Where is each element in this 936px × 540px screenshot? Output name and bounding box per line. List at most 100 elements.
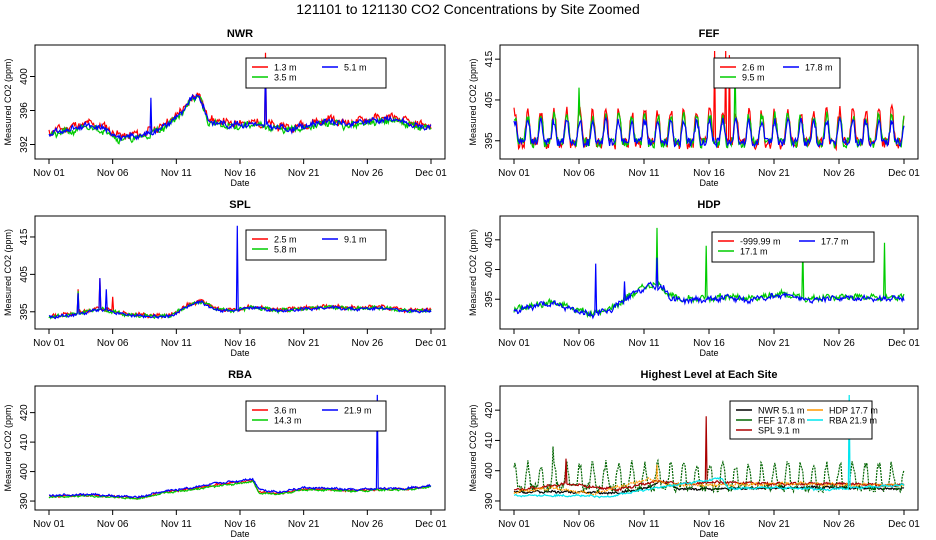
x-tick-label: Nov 06: [563, 168, 595, 179]
y-tick-label: 396: [19, 102, 30, 119]
x-tick-label: Dec 01: [415, 168, 447, 179]
y-tick-label: 390: [484, 492, 495, 509]
y-tick-label: 400: [19, 68, 30, 85]
panel-title: SPL: [229, 199, 251, 211]
legend-label: 1.3 m: [274, 63, 297, 73]
x-axis-label: Date: [699, 529, 718, 539]
series-line-3-5-m: [48, 95, 432, 145]
x-axis-label: Date: [230, 348, 249, 358]
x-tick-label: Nov 06: [97, 168, 129, 179]
legend-box: [245, 400, 387, 432]
series-line-1-3-m: [48, 52, 432, 140]
y-axis-label: Measured CO2 (ppm): [3, 404, 13, 491]
x-tick-label: Dec 01: [415, 519, 447, 530]
y-axis-label: Measured CO2 (ppm): [468, 404, 478, 491]
series-line-spl-9-1-m: [513, 416, 905, 493]
legend-label: 9.1 m: [344, 235, 367, 245]
x-tick-label: Nov 11: [161, 168, 192, 179]
x-axis-label: Date: [230, 178, 249, 188]
series-line-5-1-m: [48, 62, 432, 142]
y-tick-label: 410: [484, 432, 495, 449]
panel-title: HDP: [697, 199, 720, 211]
legend-label: -999.99 m: [740, 237, 781, 247]
y-tick-label: 410: [19, 433, 30, 450]
y-tick-label: 395: [484, 290, 495, 307]
y-tick-label: 400: [484, 261, 495, 278]
legend-label: 3.5 m: [274, 73, 297, 83]
y-tick-label: 392: [19, 136, 30, 153]
series-line-2-6-m: [513, 50, 905, 152]
legend-label: 17.7 m: [821, 237, 849, 247]
x-tick-label: Nov 21: [758, 338, 790, 349]
y-tick-label: 420: [484, 401, 495, 418]
x-tick-label: Nov 06: [97, 519, 129, 530]
legend-box: [729, 400, 873, 440]
series-line-21-9-m: [48, 394, 432, 499]
y-axis-label: Measured CO2 (ppm): [3, 58, 13, 145]
panel-title: RBA: [228, 369, 252, 381]
y-tick-label: 415: [484, 50, 495, 67]
x-axis-label: Date: [230, 529, 249, 539]
x-tick-label: Dec 01: [415, 338, 447, 349]
legend-label: HDP 17.7 m: [829, 406, 878, 416]
series-line-17-7-m: [513, 257, 905, 320]
panel-hdp: HDP 395 400 405 Nov 01 Nov 06 Nov 11 Nov 16 Nov …: [468, 199, 920, 358]
x-tick-label: Nov 16: [693, 338, 725, 349]
legend-label: 3.6 m: [274, 406, 297, 416]
x-tick-label: Nov 26: [351, 168, 383, 179]
y-axis-label: Measured CO2 (ppm): [468, 58, 478, 145]
panel-title: FEF: [699, 28, 720, 40]
x-tick-label: Nov 21: [288, 338, 320, 349]
x-tick-label: Nov 01: [498, 519, 530, 530]
series-line-fef-17-8-m: [513, 446, 905, 495]
x-tick-label: Nov 21: [288, 168, 320, 179]
x-tick-label: Nov 16: [224, 338, 256, 349]
series-line-17-8-m: [513, 116, 905, 149]
y-tick-label: 405: [19, 266, 30, 283]
x-tick-label: Nov 26: [823, 338, 855, 349]
x-tick-label: Nov 11: [161, 519, 192, 530]
panel-fef: FEF 395 405 415 Nov 01 Nov 06 Nov 11 Nov 16 Nov …: [468, 28, 920, 188]
panel-spl: SPL 395 405 415 Nov 01 Nov 06 Nov 11 Nov 16 Nov …: [3, 199, 447, 358]
panel-nwr: NWR 392 396 400 Nov 01 Nov 06 Nov 11 Nov 16 Nov …: [3, 28, 447, 188]
x-tick-label: Nov 16: [224, 519, 256, 530]
y-axis-label: Measured CO2 (ppm): [3, 229, 13, 316]
x-tick-label: Nov 26: [351, 519, 383, 530]
legend-label: 5.8 m: [274, 245, 297, 255]
x-tick-label: Nov 06: [563, 338, 595, 349]
y-tick-label: 390: [19, 492, 30, 509]
y-tick-label: 400: [484, 462, 495, 479]
y-tick-label: 415: [19, 228, 30, 245]
legend-label: 17.1 m: [740, 247, 768, 257]
x-tick-label: Nov 16: [224, 168, 256, 179]
legend-label: 9.5 m: [742, 73, 765, 83]
x-tick-label: Nov 16: [693, 519, 725, 530]
y-axis-label: Measured CO2 (ppm): [468, 229, 478, 316]
x-tick-label: Nov 11: [629, 168, 660, 179]
series-line-hdp-17-7-m: [513, 464, 905, 496]
panel-highest-level-at-each-site: Highest Level at Each Site 390 400 410 420 No…: [468, 369, 920, 539]
x-tick-label: Dec 01: [888, 168, 920, 179]
legend-label: 2.6 m: [742, 63, 765, 73]
x-axis-label: Date: [699, 178, 718, 188]
panel-rba: RBA 390 400 410 420 Nov 01 Nov 06 Nov 11 Nov 16 N…: [3, 369, 447, 539]
legend-box: [713, 57, 841, 89]
x-tick-label: Nov 06: [97, 338, 129, 349]
legend-label: 2.5 m: [274, 235, 297, 245]
y-tick-label: 400: [19, 463, 30, 480]
x-tick-label: Nov 26: [351, 338, 383, 349]
y-tick-label: 395: [19, 303, 30, 320]
y-tick-label: 405: [484, 231, 495, 248]
x-tick-label: Nov 01: [498, 338, 530, 349]
panel-title: Highest Level at Each Site: [641, 369, 778, 381]
series-line-rba-21-9-m: [513, 394, 905, 499]
legend-label: FEF 17.8 m: [758, 416, 805, 426]
x-tick-label: Nov 01: [498, 168, 530, 179]
x-tick-label: Nov 26: [823, 168, 855, 179]
main-title: 121101 to 121130 CO2 Concentrations by S…: [296, 1, 640, 17]
series-line-9-1-m: [48, 225, 432, 320]
panel-title: NWR: [227, 28, 253, 40]
legend-label: 5.1 m: [344, 63, 367, 73]
x-tick-label: Dec 01: [888, 519, 920, 530]
